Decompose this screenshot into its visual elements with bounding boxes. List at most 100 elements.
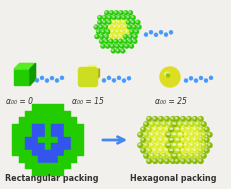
Circle shape: [98, 21, 99, 22]
FancyBboxPatch shape: [25, 117, 32, 124]
Circle shape: [127, 39, 132, 44]
Circle shape: [181, 149, 182, 151]
Circle shape: [193, 79, 197, 83]
FancyBboxPatch shape: [12, 137, 19, 143]
Circle shape: [111, 20, 116, 25]
Circle shape: [155, 153, 160, 159]
Circle shape: [197, 137, 203, 143]
Circle shape: [153, 138, 155, 140]
Circle shape: [204, 138, 206, 140]
FancyBboxPatch shape: [32, 150, 38, 156]
Circle shape: [141, 149, 143, 151]
FancyBboxPatch shape: [25, 137, 32, 143]
Circle shape: [125, 45, 126, 46]
Circle shape: [194, 132, 200, 138]
Circle shape: [206, 132, 212, 138]
FancyBboxPatch shape: [25, 111, 32, 117]
Circle shape: [99, 26, 101, 27]
Circle shape: [146, 116, 151, 122]
Circle shape: [181, 160, 182, 161]
FancyBboxPatch shape: [45, 169, 51, 176]
Circle shape: [200, 121, 206, 127]
Circle shape: [170, 149, 172, 151]
Circle shape: [164, 128, 166, 129]
Circle shape: [189, 133, 191, 135]
Circle shape: [197, 127, 203, 132]
FancyBboxPatch shape: [64, 111, 70, 117]
Circle shape: [161, 154, 163, 156]
Circle shape: [143, 153, 149, 159]
FancyBboxPatch shape: [45, 163, 51, 169]
Circle shape: [120, 48, 125, 53]
Circle shape: [144, 133, 146, 135]
Circle shape: [172, 154, 173, 156]
Circle shape: [163, 148, 169, 153]
Circle shape: [166, 74, 169, 77]
Circle shape: [146, 158, 151, 164]
Circle shape: [197, 116, 203, 122]
Polygon shape: [14, 69, 30, 85]
Circle shape: [198, 117, 200, 119]
Circle shape: [109, 44, 115, 49]
Circle shape: [103, 21, 104, 22]
FancyBboxPatch shape: [25, 156, 32, 163]
Circle shape: [127, 25, 131, 29]
Circle shape: [141, 128, 143, 129]
Circle shape: [138, 133, 140, 135]
Circle shape: [170, 117, 172, 119]
Circle shape: [114, 44, 119, 49]
Circle shape: [106, 30, 108, 32]
Circle shape: [137, 132, 143, 138]
Circle shape: [122, 39, 127, 44]
FancyBboxPatch shape: [58, 130, 64, 137]
Circle shape: [175, 149, 176, 151]
Circle shape: [97, 20, 102, 25]
Circle shape: [150, 154, 152, 156]
Circle shape: [152, 116, 157, 122]
Circle shape: [140, 127, 146, 132]
Circle shape: [166, 144, 168, 145]
Circle shape: [102, 78, 106, 82]
Circle shape: [166, 133, 168, 135]
Circle shape: [100, 40, 101, 41]
Circle shape: [195, 144, 197, 145]
FancyBboxPatch shape: [38, 150, 45, 156]
Circle shape: [204, 149, 206, 151]
Circle shape: [203, 79, 207, 83]
FancyBboxPatch shape: [19, 156, 25, 163]
Circle shape: [156, 144, 158, 145]
Circle shape: [159, 128, 160, 129]
FancyBboxPatch shape: [64, 150, 70, 156]
FancyBboxPatch shape: [25, 130, 32, 137]
Circle shape: [109, 35, 111, 37]
Circle shape: [169, 148, 175, 153]
Circle shape: [178, 142, 184, 148]
Circle shape: [121, 49, 122, 51]
Circle shape: [163, 137, 169, 143]
FancyBboxPatch shape: [32, 143, 38, 150]
Circle shape: [192, 117, 194, 119]
FancyBboxPatch shape: [58, 104, 64, 111]
FancyBboxPatch shape: [38, 130, 45, 137]
Circle shape: [114, 40, 115, 41]
Circle shape: [160, 132, 166, 138]
Circle shape: [108, 25, 112, 29]
FancyBboxPatch shape: [19, 124, 25, 130]
Circle shape: [169, 116, 175, 122]
FancyBboxPatch shape: [77, 150, 83, 156]
Circle shape: [153, 33, 157, 37]
Circle shape: [197, 158, 203, 164]
Circle shape: [131, 25, 136, 29]
Circle shape: [181, 117, 182, 119]
Circle shape: [105, 29, 110, 34]
Circle shape: [173, 133, 175, 135]
Circle shape: [179, 116, 185, 122]
Circle shape: [112, 21, 114, 22]
FancyBboxPatch shape: [38, 137, 45, 143]
FancyBboxPatch shape: [45, 104, 51, 111]
Circle shape: [146, 148, 151, 153]
Circle shape: [195, 154, 197, 156]
Circle shape: [125, 30, 127, 32]
Circle shape: [160, 142, 166, 148]
Circle shape: [115, 45, 117, 46]
